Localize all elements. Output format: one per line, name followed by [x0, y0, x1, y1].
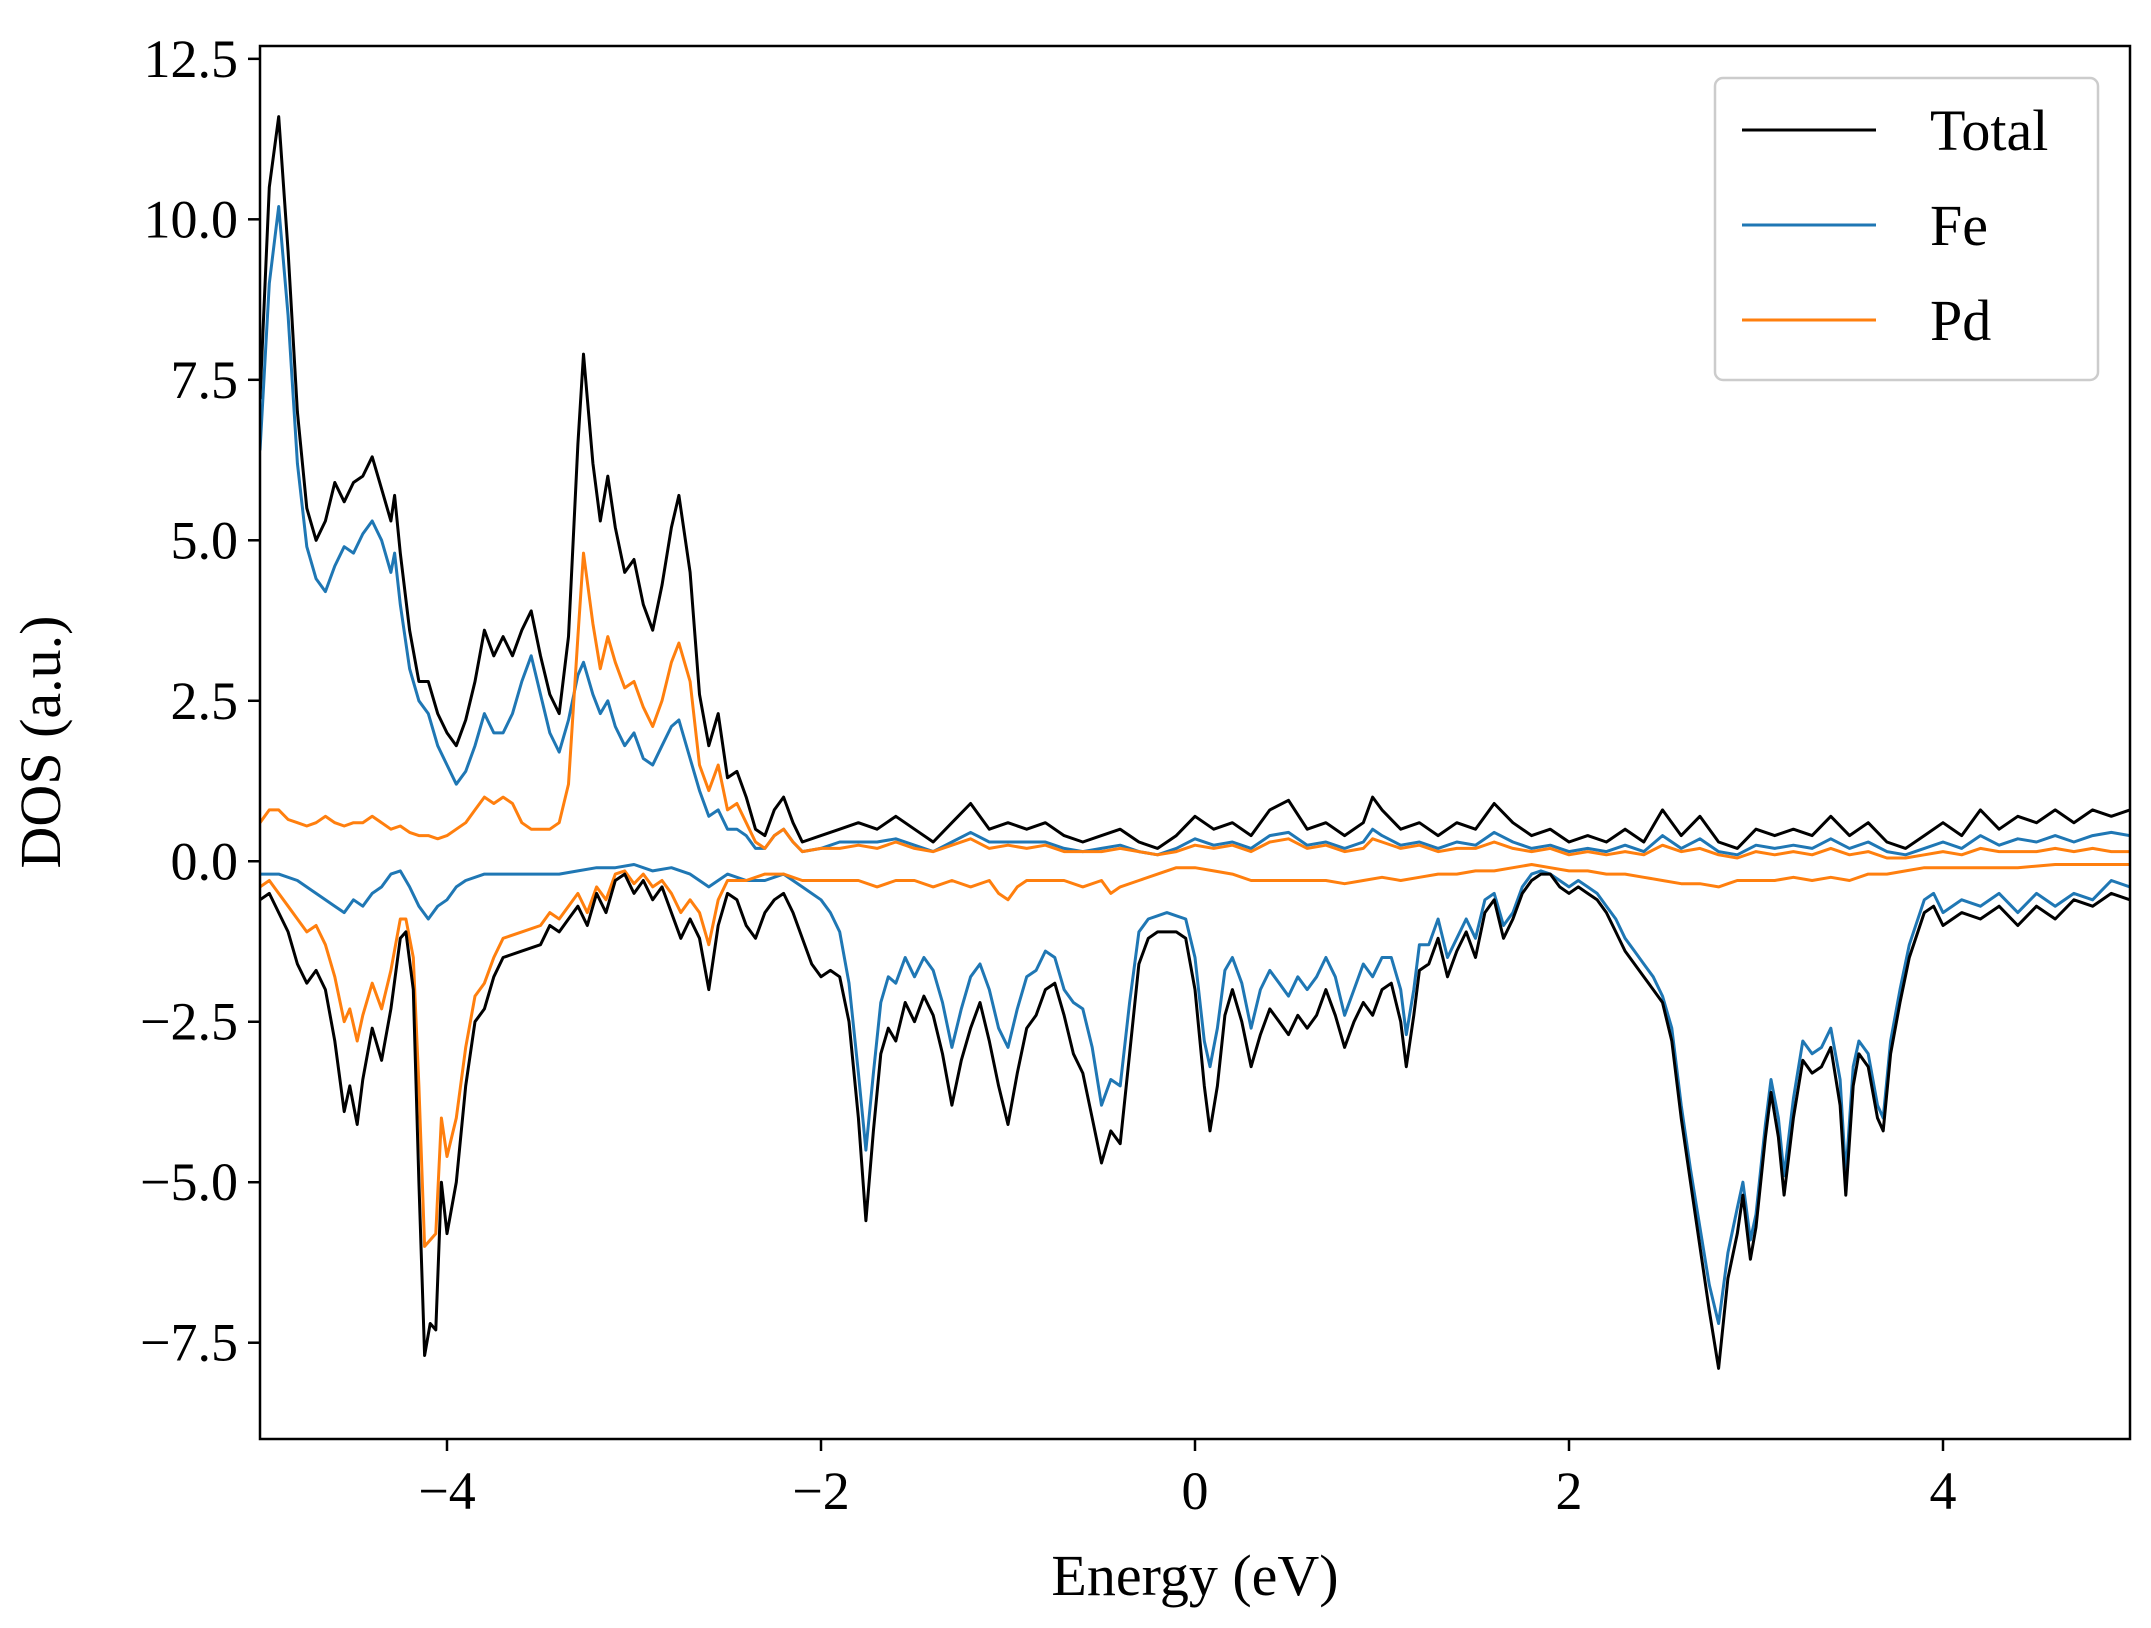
series-line-fe-spin-down — [260, 863, 2130, 1325]
y-tick-label: −2.5 — [140, 992, 238, 1052]
legend: Total Fe Pd — [1713, 76, 2100, 382]
y-tick-label: −7.5 — [140, 1313, 238, 1373]
legend-label-total: Total — [1930, 98, 2048, 163]
series-line-total-spin-up — [260, 115, 2130, 850]
y-tick-label: 2.5 — [171, 671, 239, 731]
series-line-fe-spin-up — [260, 205, 2130, 857]
x-tick-label: −4 — [418, 1461, 475, 1521]
y-axis-label: DOS (a.u.) — [8, 616, 73, 869]
y-tick-label: −5.0 — [140, 1152, 238, 1212]
series-line-total-spin-down — [260, 872, 2130, 1370]
x-axis-ticks: −4 −2 0 2 4 — [418, 1439, 1957, 1521]
y-tick-label: 7.5 — [171, 350, 239, 410]
legend-label-fe: Fe — [1930, 193, 1988, 258]
y-tick-label: 12.5 — [144, 29, 239, 89]
x-tick-label: 2 — [1556, 1461, 1583, 1521]
x-tick-label: −2 — [792, 1461, 849, 1521]
y-tick-label: 0.0 — [171, 831, 239, 891]
series-line-pd-spin-up — [260, 551, 2130, 860]
x-axis-label: Energy (eV) — [1051, 1543, 1338, 1608]
y-tick-label: 10.0 — [144, 189, 239, 249]
y-tick-label: 5.0 — [171, 510, 239, 570]
x-tick-label: 4 — [1930, 1461, 1957, 1521]
series-line-pd-spin-down — [260, 863, 2130, 1248]
y-axis-ticks: −7.5 −5.0 −2.5 0.0 2.5 5.0 7.5 10.0 12.5 — [140, 29, 260, 1373]
series-layer — [260, 115, 2130, 1370]
legend-label-pd: Pd — [1930, 288, 1991, 353]
legend-box — [1713, 76, 2100, 382]
x-tick-label: 0 — [1182, 1461, 1209, 1521]
